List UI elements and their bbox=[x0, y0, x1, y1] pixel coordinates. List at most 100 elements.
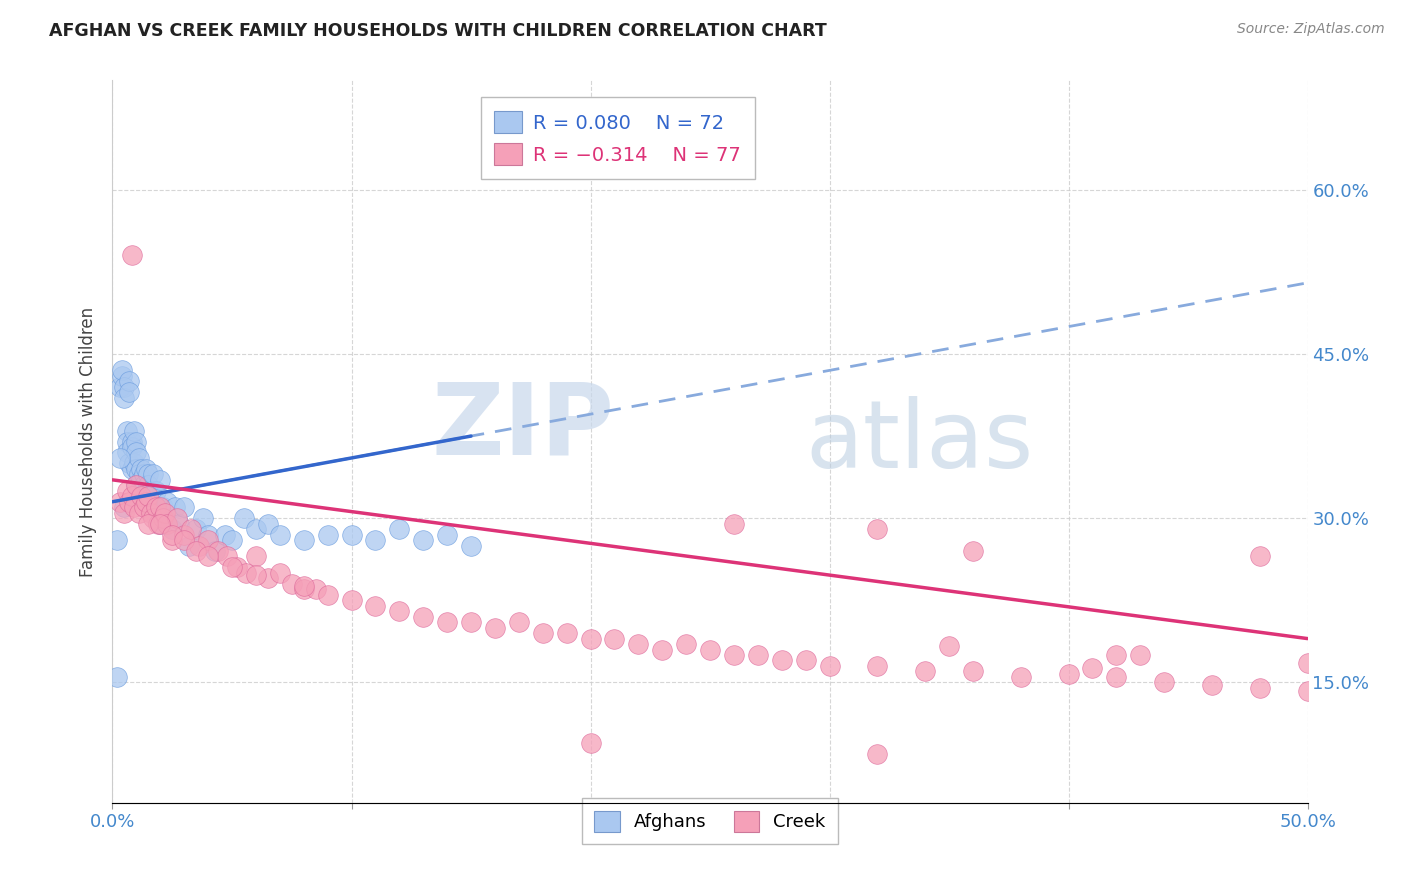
Point bbox=[177, 539, 200, 553]
Point bbox=[111, 363, 134, 377]
Point bbox=[128, 467, 150, 482]
Point bbox=[187, 539, 209, 553]
Point bbox=[169, 516, 191, 531]
Point bbox=[186, 522, 208, 536]
Point bbox=[114, 391, 135, 405]
Point bbox=[149, 516, 172, 531]
Point bbox=[105, 670, 128, 684]
Point bbox=[114, 500, 135, 515]
Point bbox=[460, 539, 482, 553]
Point bbox=[651, 642, 673, 657]
Point bbox=[125, 478, 148, 492]
Point bbox=[235, 566, 257, 580]
Point bbox=[149, 516, 172, 531]
Point bbox=[866, 522, 889, 536]
Point bbox=[531, 626, 554, 640]
Point bbox=[108, 380, 131, 394]
Point bbox=[508, 615, 530, 630]
Point bbox=[340, 593, 363, 607]
Point bbox=[245, 522, 267, 536]
Point bbox=[364, 533, 387, 547]
Point bbox=[156, 516, 179, 531]
Point bbox=[1296, 656, 1319, 670]
Point bbox=[132, 478, 155, 492]
Point bbox=[1010, 670, 1032, 684]
Point bbox=[128, 506, 150, 520]
Point bbox=[122, 424, 145, 438]
Point bbox=[142, 511, 165, 525]
Point bbox=[166, 511, 188, 525]
Text: Source: ZipAtlas.com: Source: ZipAtlas.com bbox=[1237, 22, 1385, 37]
Point bbox=[699, 642, 721, 657]
Point bbox=[145, 500, 167, 515]
Point bbox=[139, 506, 162, 520]
Point bbox=[111, 368, 134, 383]
Point bbox=[121, 434, 143, 449]
Point bbox=[162, 527, 183, 541]
Point bbox=[121, 248, 143, 262]
Point bbox=[193, 511, 215, 525]
Point bbox=[866, 747, 889, 761]
Point bbox=[1129, 648, 1152, 662]
Point bbox=[1153, 675, 1175, 690]
Point bbox=[269, 566, 291, 580]
Point bbox=[129, 462, 152, 476]
Point bbox=[135, 494, 157, 508]
Point bbox=[132, 467, 155, 482]
Point bbox=[292, 582, 315, 597]
Point bbox=[132, 500, 155, 515]
Point bbox=[1057, 666, 1080, 681]
Point bbox=[305, 582, 328, 597]
Point bbox=[412, 533, 434, 547]
Point bbox=[139, 483, 162, 498]
Point bbox=[125, 462, 148, 476]
Point bbox=[723, 516, 745, 531]
Point bbox=[149, 473, 172, 487]
Legend: Afghans, Creek: Afghans, Creek bbox=[582, 798, 838, 845]
Point bbox=[1105, 670, 1128, 684]
Point bbox=[233, 511, 256, 525]
Point bbox=[723, 648, 745, 662]
Point bbox=[316, 588, 339, 602]
Point bbox=[818, 659, 841, 673]
Point bbox=[316, 527, 339, 541]
Point bbox=[770, 653, 793, 667]
Point bbox=[962, 544, 984, 558]
Point bbox=[153, 506, 176, 520]
Point bbox=[138, 500, 160, 515]
Point bbox=[214, 527, 236, 541]
Point bbox=[866, 659, 889, 673]
Point bbox=[138, 489, 160, 503]
Point bbox=[142, 467, 165, 482]
Text: atlas: atlas bbox=[806, 395, 1033, 488]
Point bbox=[603, 632, 626, 646]
Point bbox=[217, 549, 239, 564]
Point bbox=[627, 637, 650, 651]
Point bbox=[128, 450, 150, 465]
Point bbox=[747, 648, 769, 662]
Point bbox=[128, 483, 150, 498]
Point bbox=[207, 544, 229, 558]
Point bbox=[121, 440, 143, 454]
Point bbox=[162, 533, 183, 547]
Point bbox=[115, 424, 138, 438]
Point bbox=[156, 494, 179, 508]
Point bbox=[292, 579, 315, 593]
Point bbox=[146, 500, 169, 515]
Point bbox=[118, 494, 141, 508]
Point bbox=[225, 560, 247, 574]
Point bbox=[152, 511, 174, 525]
Point bbox=[115, 483, 138, 498]
Point bbox=[163, 500, 186, 515]
Point bbox=[173, 527, 195, 541]
Point bbox=[115, 445, 138, 459]
Point bbox=[257, 571, 280, 585]
Point bbox=[121, 489, 143, 503]
Point bbox=[388, 522, 411, 536]
Point bbox=[204, 544, 226, 558]
Point bbox=[388, 604, 411, 618]
Point bbox=[122, 500, 145, 515]
Point bbox=[1296, 684, 1319, 698]
Point bbox=[125, 445, 148, 459]
Point bbox=[118, 374, 141, 388]
